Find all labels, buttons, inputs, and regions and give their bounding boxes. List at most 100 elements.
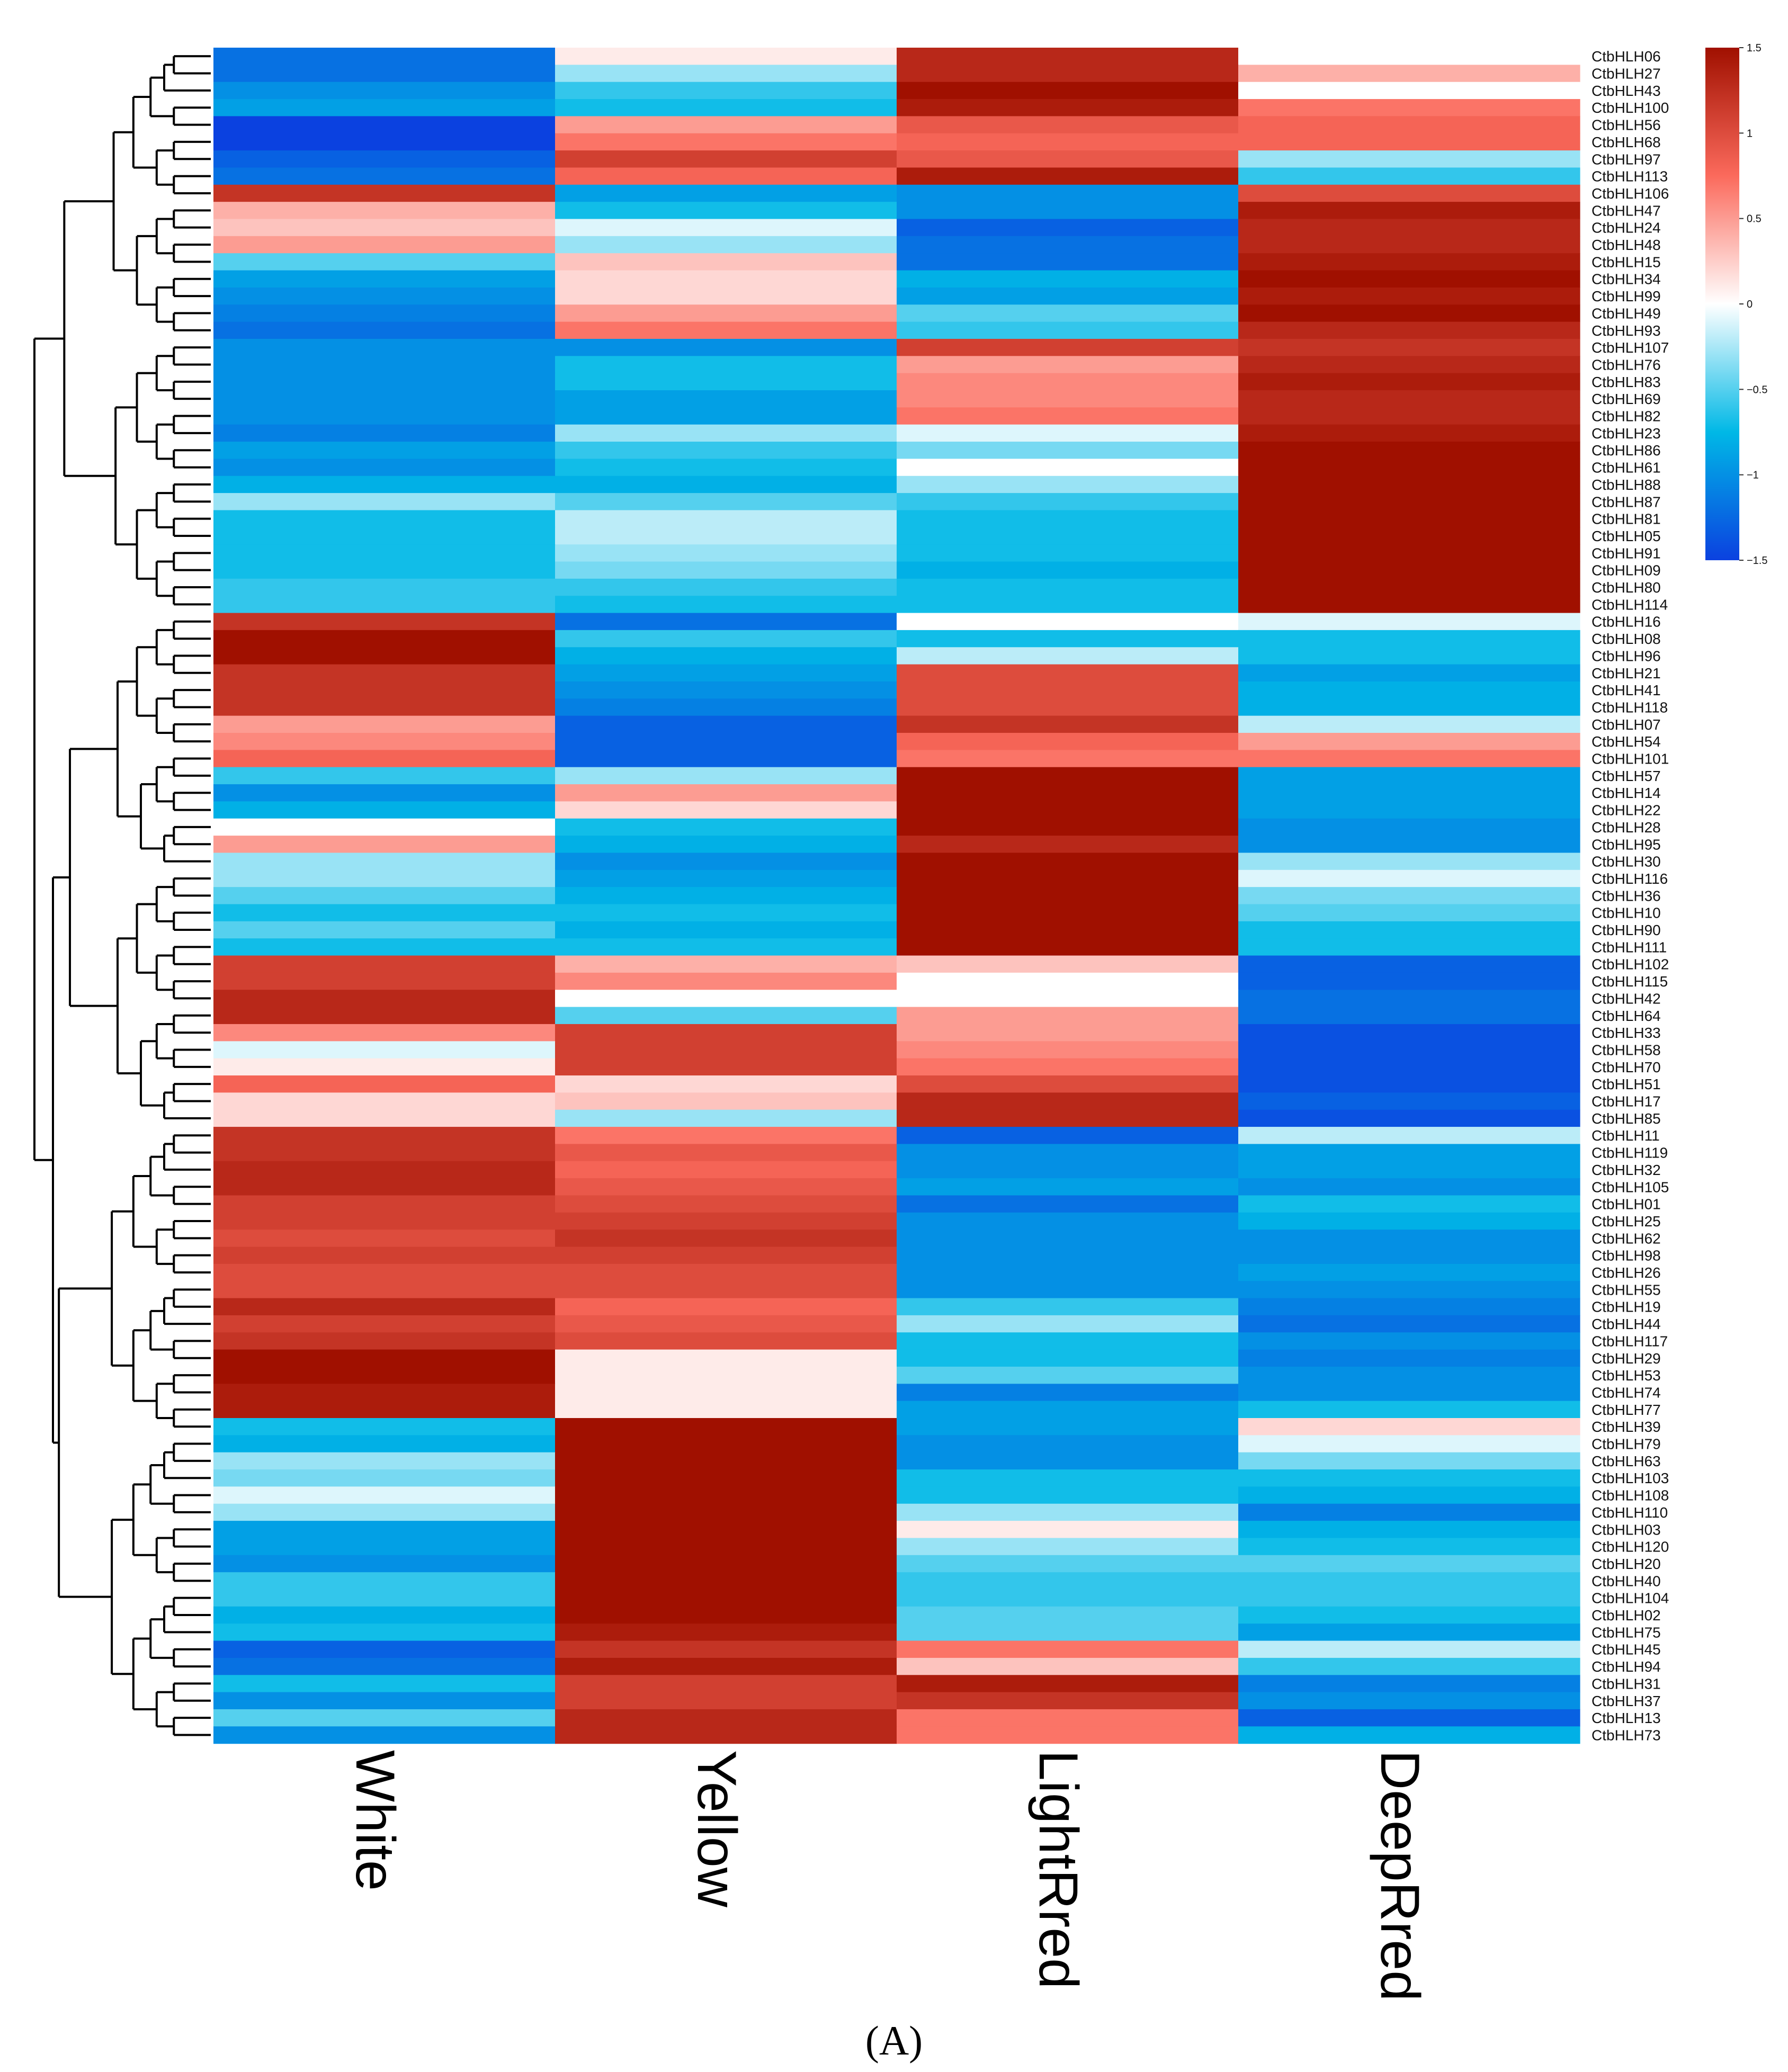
- row-label: CtbHLH95: [1592, 836, 1661, 853]
- heatmap-cell: [555, 1109, 897, 1127]
- heatmap-cell: [1238, 561, 1580, 579]
- heatmap-cell: [897, 938, 1239, 956]
- row-label: CtbHLH115: [1592, 973, 1668, 990]
- heatmap-cell: [555, 1572, 897, 1590]
- heatmap-cell: [897, 1230, 1239, 1248]
- heatmap-cell: [897, 853, 1239, 871]
- heatmap-cell: [897, 818, 1239, 836]
- heatmap-cell: [897, 1503, 1239, 1521]
- row-label: CtbHLH14: [1592, 785, 1661, 801]
- heatmap-cell: [555, 1263, 897, 1281]
- row-label: CtbHLH73: [1592, 1727, 1661, 1743]
- row-label: CtbHLH96: [1592, 648, 1661, 664]
- heatmap-cell: [897, 1709, 1239, 1727]
- heatmap-cell: [555, 459, 897, 477]
- row-label: CtbHLH103: [1592, 1470, 1669, 1486]
- heatmap-cell: [1238, 150, 1580, 168]
- heatmap-cell: [213, 647, 556, 665]
- heatmap-cell: [1238, 1178, 1580, 1196]
- row-label: CtbHLH15: [1592, 254, 1661, 270]
- row-label: CtbHLH117: [1592, 1333, 1668, 1349]
- row-label: CtbHLH118: [1592, 699, 1668, 715]
- heatmap-cell: [897, 869, 1239, 887]
- heatmap-cell: [555, 1623, 897, 1642]
- heatmap-cell: [1238, 1486, 1580, 1504]
- row-label: CtbHLH06: [1592, 48, 1661, 65]
- heatmap-cell: [1238, 184, 1580, 202]
- heatmap-cell: [1238, 236, 1580, 254]
- heatmap-cell: [555, 1418, 897, 1436]
- heatmap-cell: [555, 1281, 897, 1299]
- heatmap-cell: [1238, 1075, 1580, 1093]
- heatmap-cell: [897, 990, 1239, 1008]
- heatmap-cell: [213, 767, 556, 785]
- row-label: CtbHLH47: [1592, 202, 1661, 219]
- row-label: CtbHLH51: [1592, 1076, 1661, 1092]
- heatmap-cell: [1238, 1212, 1580, 1230]
- heatmap-cell: [1238, 373, 1580, 391]
- heatmap-cell: [897, 1144, 1239, 1162]
- heatmap-cell: [555, 1709, 897, 1727]
- heatmap-cell: [213, 356, 556, 374]
- row-label: CtbHLH86: [1592, 442, 1661, 459]
- heatmap-cell: [1238, 869, 1580, 887]
- row-label: CtbHLH93: [1592, 322, 1661, 339]
- row-label: CtbHLH29: [1592, 1350, 1661, 1367]
- row-label: CtbHLH49: [1592, 305, 1661, 321]
- heatmap-cell: [897, 596, 1239, 614]
- row-label: CtbHLH07: [1592, 716, 1661, 733]
- heatmap-cell: [555, 493, 897, 511]
- row-label: CtbHLH10: [1592, 905, 1661, 921]
- heatmap-cell: [555, 1298, 897, 1316]
- heatmap-cell: [213, 1007, 556, 1025]
- heatmap-cell: [213, 578, 556, 596]
- heatmap-cell: [897, 698, 1239, 716]
- heatmap-cell: [213, 715, 556, 733]
- heatmap-cell: [897, 767, 1239, 785]
- heatmap-cell: [897, 1521, 1239, 1539]
- heatmap-cell: [213, 613, 556, 631]
- heatmap-cell: [213, 219, 556, 237]
- row-label: CtbHLH03: [1592, 1521, 1661, 1538]
- heatmap-cell: [213, 1212, 556, 1230]
- row-label: CtbHLH97: [1592, 151, 1661, 167]
- heatmap-cell: [897, 630, 1239, 648]
- heatmap-cell: [1238, 1366, 1580, 1384]
- row-label: CtbHLH64: [1592, 1008, 1661, 1024]
- column-label-deeprred: DeepRred: [1369, 1750, 1431, 2001]
- heatmap-cell: [555, 407, 897, 425]
- heatmap-cell: [555, 596, 897, 614]
- row-label: CtbHLH81: [1592, 511, 1661, 527]
- heatmap-cell: [1238, 1058, 1580, 1076]
- heatmap-cell: [555, 527, 897, 545]
- heatmap-cell: [555, 287, 897, 305]
- colorbar-gradient: [1705, 48, 1739, 560]
- heatmap-cell: [1238, 664, 1580, 682]
- heatmap-cell: [897, 1589, 1239, 1607]
- heatmap-cell: [213, 1503, 556, 1521]
- heatmap-cells: [213, 48, 1580, 1744]
- heatmap-cell: [1238, 270, 1580, 288]
- heatmap-cell: [897, 167, 1239, 185]
- row-label: CtbHLH75: [1592, 1624, 1661, 1640]
- heatmap-cell: [1238, 407, 1580, 425]
- heatmap-cell: [1238, 287, 1580, 305]
- row-labels: CtbHLH06CtbHLH27CtbHLH43CtbHLH100CtbHLH5…: [1592, 48, 1669, 1743]
- row-label: CtbHLH119: [1592, 1145, 1668, 1161]
- heatmap-cell: [1238, 527, 1580, 545]
- heatmap-cell: [1238, 647, 1580, 665]
- heatmap-cell: [897, 1349, 1239, 1367]
- colorbar-ticks: 1.5 1 0.5 0 −0.5 −1 −1.5: [1739, 42, 1767, 567]
- colorbar-tick-label: −1: [1747, 470, 1759, 481]
- heatmap-cell: [1238, 596, 1580, 614]
- column-labels: White Yellow LightRred DeepRred: [344, 1750, 1431, 2001]
- heatmap-cell: [213, 1092, 556, 1110]
- heatmap-cell: [213, 869, 556, 887]
- heatmap-cell: [1238, 1332, 1580, 1350]
- heatmap-cell: [213, 1401, 556, 1419]
- heatmap-cell: [555, 1384, 897, 1402]
- heatmap-cell: [1238, 338, 1580, 356]
- heatmap-cell: [555, 48, 897, 65]
- heatmap-cell: [555, 664, 897, 682]
- row-label: CtbHLH33: [1592, 1025, 1661, 1041]
